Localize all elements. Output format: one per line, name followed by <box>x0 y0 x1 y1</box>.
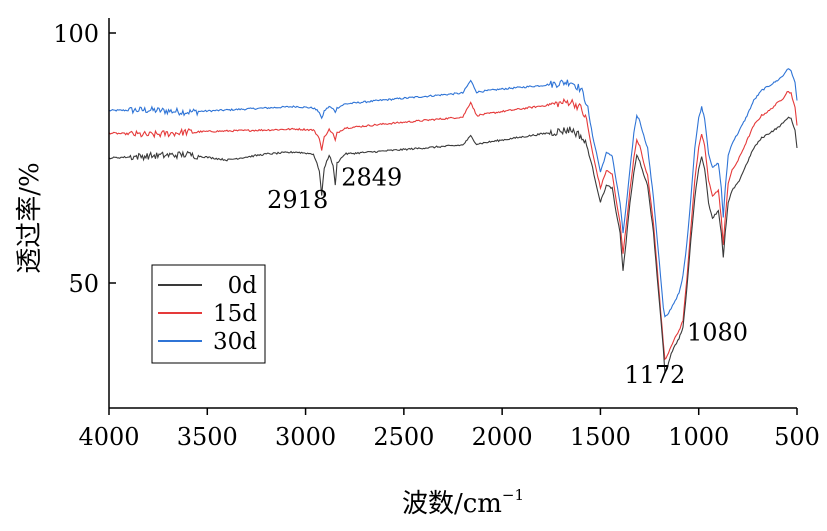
series-line-30d <box>108 68 798 318</box>
legend-label-15d: 15d <box>213 301 257 327</box>
ticks-layer: 4000 3500 3000 2500 2000 1500 1000 500 50 100 <box>53 20 820 451</box>
peak-label-2918: 2918 <box>267 186 328 214</box>
y-axis-title: 透过率/% <box>15 162 45 273</box>
x-tick-label: 1500 <box>570 423 631 451</box>
legend-label-0d: 0d <box>228 273 258 299</box>
x-tick-label: 3500 <box>177 423 238 451</box>
y-tick-label: 50 <box>68 270 99 298</box>
legend-label-30d: 30d <box>213 329 257 355</box>
x-tick-label: 1000 <box>668 423 729 451</box>
x-axis-title: 波数/cm−1 <box>402 486 524 519</box>
series-line-0d <box>108 116 798 376</box>
peak-label-1172: 1172 <box>624 361 685 389</box>
x-tick-label: 4000 <box>78 423 139 451</box>
x-axis-title-superscript: −1 <box>502 486 524 504</box>
x-tick-label: 2000 <box>472 423 533 451</box>
series-line-15d <box>108 90 798 361</box>
peak-label-1080: 1080 <box>687 319 748 347</box>
series-layer <box>108 68 798 376</box>
peak-label-2849: 2849 <box>341 164 402 192</box>
x-tick-label: 2500 <box>373 423 434 451</box>
axes-layer <box>108 18 797 409</box>
legend: 0d 15d 30d <box>151 264 266 364</box>
x-tick-label: 3000 <box>275 423 336 451</box>
y-tick-label: 100 <box>53 20 99 48</box>
x-axis-title-text: 波数/cm <box>402 489 502 519</box>
x-tick-label: 500 <box>774 423 820 451</box>
